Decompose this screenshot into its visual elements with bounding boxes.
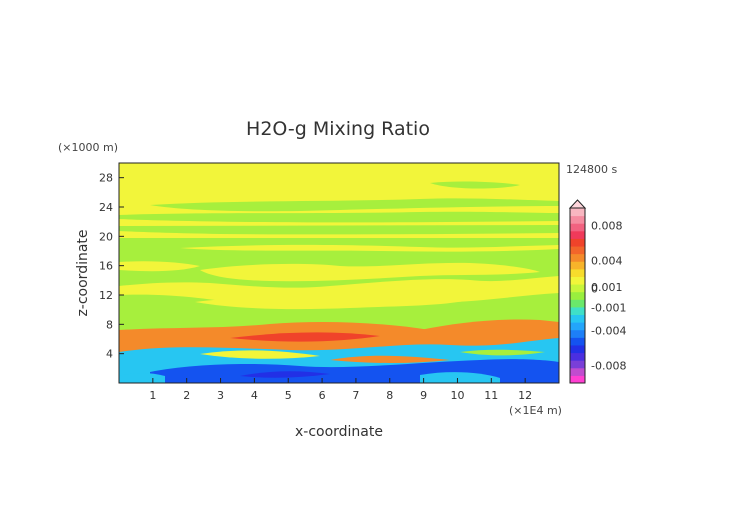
green-band-upper-2 (150, 198, 559, 212)
x-tick-label: 12 (518, 389, 532, 402)
colorbar-swatch (570, 299, 585, 308)
orange-wisp (330, 355, 450, 363)
x-tick-label: 10 (450, 389, 464, 402)
x-tick-label: 1 (149, 389, 156, 402)
yellow-wisp-1 (200, 350, 320, 359)
colorbar-swatch (570, 306, 585, 316)
colorbar-tick-label: 0.008 (591, 220, 623, 233)
yellow-streak-mid (180, 244, 559, 252)
colorbar-over-arrow (568, 199, 587, 209)
green-band-upper-1 (430, 181, 520, 189)
colorbar-swatch (570, 230, 585, 239)
x-unit-label: (×1E4 m) (509, 404, 562, 417)
time-label: 124800 s (566, 163, 617, 176)
plot-frame (118, 162, 560, 384)
colorbar-tick-label: 0.001 (591, 281, 623, 294)
colorbar-swatch (570, 322, 585, 331)
y-tick-label: 8 (106, 318, 113, 331)
colorbar-swatch (570, 360, 585, 369)
colorbar-swatch (570, 367, 585, 376)
y-axis-ticks: 4 8 12 16 20 24 28 (99, 172, 124, 361)
colorbar-swatch (570, 268, 585, 277)
cyan-patch-ground-left (119, 373, 165, 383)
colorbar-swatch (570, 284, 585, 293)
colorbar-swatch (570, 261, 585, 270)
orange-ridge (420, 319, 559, 336)
colorbar-swatch (570, 246, 585, 255)
y-tick-label: 16 (99, 260, 113, 273)
colorbar-swatch (570, 276, 585, 285)
colorbar-tick-label: 0.004 (591, 255, 623, 268)
y-tick-label: 4 (106, 348, 113, 361)
yellow-patch-mid (200, 262, 540, 282)
y-tick-label: 24 (99, 201, 113, 214)
x-tick-label: 7 (352, 389, 359, 402)
red-streak (230, 332, 380, 342)
x-tick-label: 11 (484, 389, 498, 402)
colorbar-swatch (570, 223, 585, 232)
colorbar-tick-label: -0.001 (591, 301, 626, 314)
x-tick-label: 4 (251, 389, 258, 402)
colorbar-swatch (570, 344, 585, 354)
x-tick-label: 2 (183, 389, 190, 402)
colorbar-swatch (570, 337, 585, 346)
green-band-upper-3 (119, 211, 559, 223)
cyan-patch-ground-right (420, 372, 500, 383)
colorbar-swatch (570, 375, 585, 384)
y-axis-label: z-coordinate (75, 229, 91, 316)
green-band-upper-4 (119, 225, 559, 235)
yellow-lens-lower (195, 298, 470, 310)
colorbar-swatch (570, 352, 585, 361)
y-tick-label: 28 (99, 172, 113, 185)
colorbar-swatch (570, 208, 585, 217)
colorbar-swatch (570, 215, 585, 224)
x-tick-label: 6 (319, 389, 326, 402)
x-axis-label: x-coordinate (295, 424, 383, 440)
colorbar-frame (569, 207, 586, 384)
heatmap-field (119, 163, 559, 383)
colorbar-tick-label: 0 (591, 283, 598, 296)
x-tick-label: 8 (386, 389, 393, 402)
x-tick-label: 3 (217, 389, 224, 402)
y-tick-label: 12 (99, 289, 113, 302)
colorbar-swatch (570, 291, 585, 300)
x-tick-label: 5 (285, 389, 292, 402)
green-wisp (460, 349, 545, 356)
colorbar-swatch (570, 314, 585, 323)
colorbar-swatch (570, 253, 585, 262)
dark-blue-core (240, 371, 330, 378)
yellow-patch-left (119, 261, 200, 272)
x-tick-label: 9 (420, 389, 427, 402)
colorbar-swatch (570, 329, 585, 338)
x-axis-ticks: 1 2 3 4 5 6 7 8 9 10 11 12 (149, 378, 532, 402)
y-unit-label: (×1000 m) (58, 141, 118, 154)
colorbar-swatch (570, 238, 585, 247)
colorbar-tick-label: -0.004 (591, 325, 626, 338)
colorbar-tick-label: -0.008 (591, 360, 626, 373)
y-tick-label: 20 (99, 230, 113, 243)
chart-title: H2O-g Mixing Ratio (246, 118, 430, 140)
